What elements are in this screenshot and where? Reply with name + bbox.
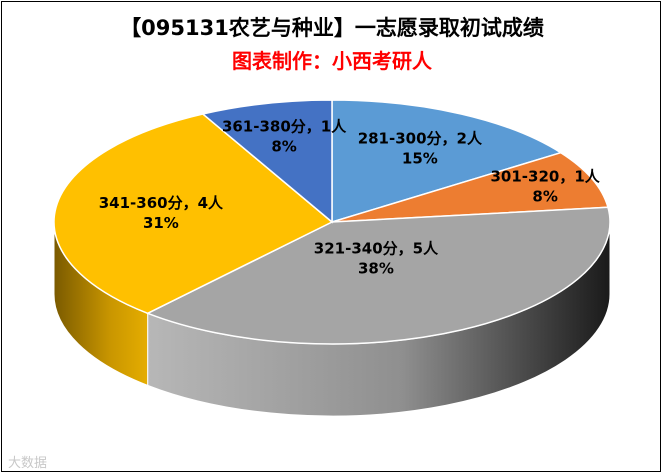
slice-label-4: 341-360分，4人 31% — [99, 194, 224, 232]
chart-subtitle: 图表制作：小西考研人 — [232, 49, 432, 73]
watermark: 大数据 — [8, 456, 48, 471]
pie-slice-5 — [201, 99, 333, 224]
slice-label-3: 321-340分，5人 38% — [314, 240, 439, 278]
slice-label-2: 301-320，1人 8% — [491, 168, 601, 206]
pie-slice-3 — [145, 206, 611, 345]
pie-slice-4 — [53, 113, 334, 315]
slice-label-1: 281-300分，2人 15% — [358, 130, 483, 168]
pie-slice-2 — [331, 151, 609, 223]
slice-label-5: 361-380分，1人 8% — [222, 118, 347, 156]
pie-slice-1 — [331, 99, 563, 224]
pie-labels: 281-300分，2人 15%301-320，1人 8% 321-340分，5人 38%… — [99, 118, 601, 278]
chart-title: 【095131农艺与种业】一志愿录取初试成绩 — [120, 16, 544, 40]
pie-tops — [53, 99, 611, 345]
